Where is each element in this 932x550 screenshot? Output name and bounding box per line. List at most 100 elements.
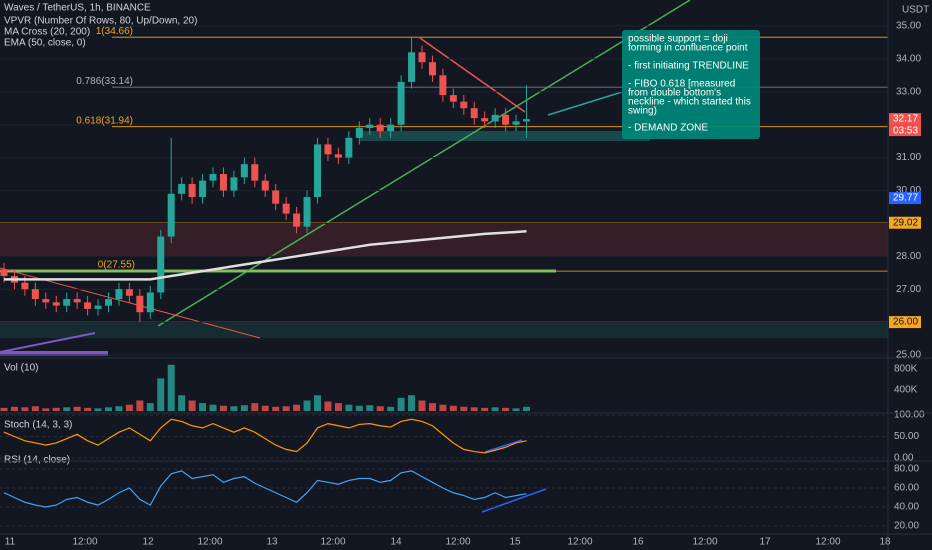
candle-body: [31, 289, 39, 300]
indicator-line: [3, 470, 527, 508]
currency-label: USDT: [902, 5, 929, 16]
annotation-text: forming in confluence point: [628, 43, 748, 54]
volume-bar: [209, 404, 217, 411]
y-tick-label: 100.00: [894, 410, 925, 421]
red-zone: [0, 223, 888, 256]
volume-bar: [230, 406, 238, 411]
candle-body: [209, 174, 217, 181]
volume-bar: [428, 403, 436, 411]
volume-bar: [334, 403, 342, 411]
price-badge-label: 29.02: [893, 217, 918, 228]
volume-bar: [73, 406, 81, 411]
volume-bar: [345, 404, 353, 411]
pane-title: RSI (14, close): [4, 455, 70, 466]
candle-body: [251, 164, 259, 181]
volume-bar: [418, 400, 426, 411]
fib-label: 0.618(31.94): [76, 115, 133, 126]
indicator-label: VPVR (Number Of Rows, 80, Up/Down, 20): [4, 16, 197, 27]
annotation-text: swing): [628, 106, 657, 117]
volume-bar: [355, 405, 363, 411]
x-tick-label: 15: [509, 537, 521, 548]
volume-bar: [272, 406, 280, 411]
annotation-text: possible support = doji: [628, 34, 728, 45]
candle-body: [94, 305, 102, 309]
pane-title: Vol (10): [4, 363, 38, 374]
candle-body: [157, 236, 165, 293]
volume-bar: [105, 407, 112, 411]
x-tick-label: 12:00: [815, 537, 840, 548]
y-tick-label: 35.00: [896, 21, 921, 32]
volume-bar: [408, 395, 416, 411]
candle-body: [439, 75, 447, 96]
volume-bar: [157, 378, 165, 411]
candle-body: [240, 164, 248, 178]
y-tick-label: 40.00: [894, 502, 919, 513]
volume-bar: [115, 406, 123, 411]
x-tick-label: 12:00: [197, 537, 222, 548]
candle-body: [397, 81, 405, 125]
candle-body: [355, 127, 363, 138]
candle-body: [272, 190, 280, 204]
candle-body: [376, 124, 384, 132]
price-badge-label: 29.77: [893, 193, 918, 204]
candle-body: [84, 302, 92, 309]
drawing: [0, 351, 108, 356]
green-zone: [0, 322, 888, 338]
indicator-label: EMA (50, close, 0): [4, 38, 86, 49]
volume-bar: [251, 403, 259, 411]
candle-body: [188, 183, 196, 198]
candle-body: [502, 114, 510, 125]
price-badge-label: 32.17: [893, 114, 918, 125]
volume-bar: [42, 408, 50, 411]
volume-bar: [125, 404, 133, 411]
candle-body: [387, 124, 395, 132]
countdown: 03:53: [893, 126, 918, 137]
volume-bar: [491, 407, 499, 411]
price-pane: [0, 25, 888, 356]
volume-bar: [0, 407, 8, 411]
candle-body: [303, 197, 311, 227]
annotation-text: from double bottom's: [628, 88, 721, 99]
y-tick-label: 31.00: [896, 152, 921, 163]
x-tick-label: 18: [879, 537, 891, 548]
rsi-trendline: [481, 488, 547, 513]
candle-body: [523, 119, 530, 122]
y-tick-label: 80.00: [894, 464, 919, 475]
indicator-line: [3, 418, 527, 454]
volume-bar: [366, 405, 374, 411]
volume-bar: [188, 400, 196, 411]
y-tick-label: 30.00: [896, 185, 921, 196]
x-tick-label: 16: [632, 537, 644, 548]
x-tick-label: 14: [390, 537, 402, 548]
price-badge: [889, 316, 921, 329]
annotation-text: neckline - which started this: [628, 97, 751, 108]
candle-body: [460, 101, 468, 109]
volume-bar: [240, 405, 248, 411]
x-tick-label: 12:00: [320, 537, 345, 548]
trendline: [0, 332, 96, 353]
x-tick-label: 13: [266, 537, 278, 548]
annotation-text: - FIBO 0.618 [measured: [628, 79, 735, 90]
annotation-text: - first initiating TRENDLINE: [628, 61, 749, 72]
candle-body: [115, 289, 123, 300]
price-badge: [889, 113, 921, 126]
annotation: possible support = doji forming in confl…: [622, 30, 760, 139]
candle-body: [481, 118, 489, 122]
volume-bar: [52, 407, 60, 411]
volume-bar: [199, 403, 207, 411]
y-tick-label: 60.00: [894, 483, 919, 494]
volume-bar: [502, 407, 510, 411]
candle-body: [512, 121, 520, 125]
y-tick-label: 33.00: [896, 86, 921, 97]
candle-body: [470, 108, 478, 119]
chart-title: Waves / TetherUS, 1h, BINANCE: [4, 3, 151, 14]
x-tick-label: 12:00: [692, 537, 717, 548]
annotation-text: - DEMAND ZONE: [628, 123, 708, 134]
volume-bar: [10, 406, 18, 411]
y-tick-label: 28.00: [896, 251, 921, 262]
volume-bar: [460, 406, 468, 411]
candle-body: [345, 137, 353, 158]
volume-bar: [63, 407, 71, 411]
volume-bar: [293, 404, 301, 411]
